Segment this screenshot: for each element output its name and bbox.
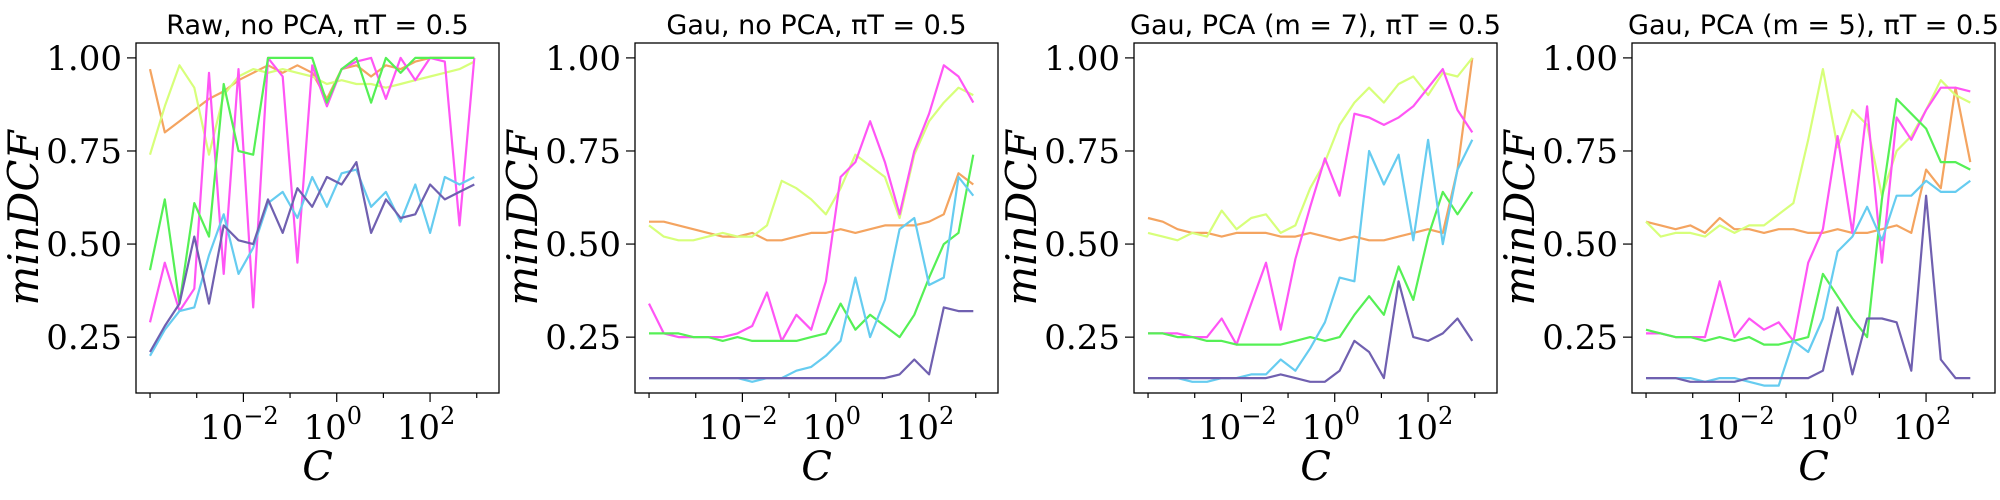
series-line-4 xyxy=(1148,190,1474,346)
y-axis-label: minDCF xyxy=(997,129,1046,306)
series-line-2 xyxy=(648,86,974,242)
series-line-3 xyxy=(1148,68,1474,346)
y-tick-label: 1.00 xyxy=(545,39,621,79)
x-axis-label: C xyxy=(302,444,333,490)
x-tick-label: 10−2 xyxy=(1198,402,1277,448)
x-tick-label: 10−2 xyxy=(1696,402,1775,448)
y-axis-label: minDCF xyxy=(498,129,547,306)
series-line-6 xyxy=(149,161,475,353)
series-line-1 xyxy=(1645,86,1972,234)
y-tick-label: 0.25 xyxy=(1542,318,1618,358)
x-tick-label: 10−2 xyxy=(699,402,778,448)
series-line-1 xyxy=(1147,57,1474,242)
series-line-3 xyxy=(148,56,476,323)
chart-title: Gau, PCA (m = 5), πT = 0.5 xyxy=(1628,10,1999,41)
series-line-4 xyxy=(148,56,475,305)
series-line-5 xyxy=(1148,138,1474,383)
x-tick-label: 102 xyxy=(397,402,456,448)
chart-title: Raw, no PCA, πT = 0.5 xyxy=(166,10,468,41)
y-tick-label: 0.75 xyxy=(1542,132,1618,172)
axes-frame xyxy=(135,42,500,394)
axes-frame xyxy=(1631,42,1996,394)
x-axis-label: C xyxy=(801,444,832,490)
series-line-6 xyxy=(1148,280,1474,383)
y-tick-label: 0.50 xyxy=(1044,225,1120,265)
y-tick-label: 0.75 xyxy=(46,132,122,172)
x-tick-label: 102 xyxy=(1893,402,1952,448)
series-line-3 xyxy=(1646,86,1971,342)
series-line-5 xyxy=(149,168,475,357)
series-line-4 xyxy=(1645,97,1971,346)
y-axis-label: minDCF xyxy=(1495,129,1544,306)
series-line-6 xyxy=(649,306,974,380)
y-tick-label: 0.25 xyxy=(545,318,621,358)
x-tick-label: 100 xyxy=(1301,402,1360,448)
x-tick-label: 10−2 xyxy=(200,402,279,448)
y-tick-label: 1.00 xyxy=(1044,39,1120,79)
x-axis-label: C xyxy=(1798,444,1829,490)
y-tick-label: 0.50 xyxy=(545,225,621,265)
chart-title: Gau, PCA (m = 7), πT = 0.5 xyxy=(1130,10,1501,41)
y-tick-label: 0.25 xyxy=(1044,318,1120,358)
y-tick-label: 1.00 xyxy=(46,39,122,79)
axes-frame xyxy=(1133,42,1498,394)
x-tick-label: 102 xyxy=(1395,402,1454,448)
series-line-1 xyxy=(649,172,974,242)
series-line-5 xyxy=(1646,179,1971,387)
series-line-4 xyxy=(649,154,975,342)
series-line-2 xyxy=(1645,68,1971,238)
x-axis-label: C xyxy=(1300,444,1331,490)
x-tick-label: 100 xyxy=(303,402,362,448)
y-axis-label: minDCF xyxy=(0,129,48,306)
series-line-5 xyxy=(649,175,975,383)
x-tick-label: 100 xyxy=(802,402,861,448)
x-tick-label: 102 xyxy=(896,402,955,448)
y-tick-label: 0.50 xyxy=(46,225,122,265)
series-line-2 xyxy=(1147,57,1474,242)
y-tick-label: 0.75 xyxy=(1044,132,1120,172)
axes-frame xyxy=(634,42,999,394)
y-tick-label: 0.25 xyxy=(46,318,122,358)
chart-title: Gau, no PCA, πT = 0.5 xyxy=(666,10,966,41)
y-tick-label: 0.75 xyxy=(545,132,621,172)
y-tick-label: 0.50 xyxy=(1542,225,1618,265)
y-tick-label: 1.00 xyxy=(1542,39,1618,79)
series-line-3 xyxy=(648,64,975,342)
series-line-6 xyxy=(1646,194,1971,383)
x-tick-label: 100 xyxy=(1799,402,1858,448)
